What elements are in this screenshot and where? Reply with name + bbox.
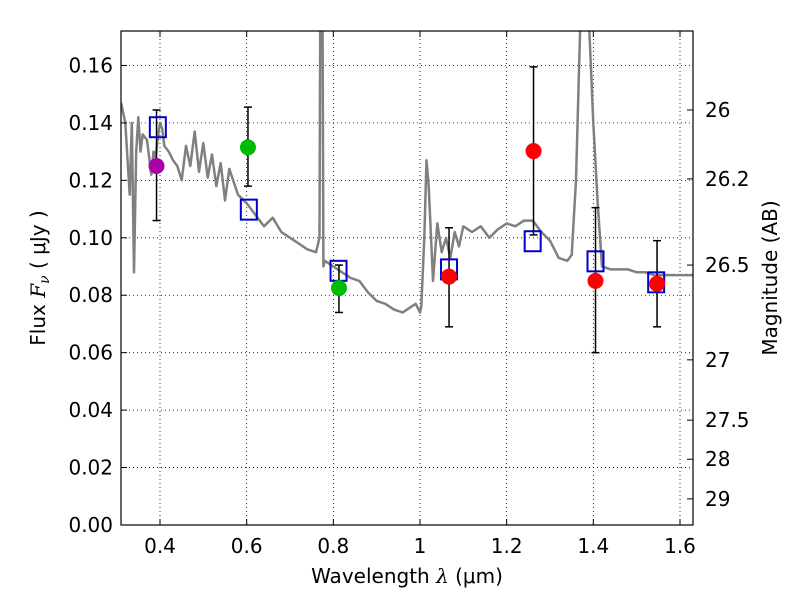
x-tick-label: 1.6 (664, 534, 696, 558)
y-tick-label: 0.00 (68, 513, 113, 537)
y-tick-label: 0.16 (68, 53, 113, 77)
model-square-marker (523, 230, 542, 253)
x-tick-label: 1 (414, 534, 427, 558)
y-tick-label: 0.12 (68, 168, 113, 192)
y2-tick-label: 28 (705, 447, 730, 471)
y2-tick-label: 27 (705, 348, 730, 372)
y2-tick-label: 27.5 (705, 408, 750, 432)
spectrum-line (121, 31, 693, 314)
x-tick-label: 0.6 (231, 534, 263, 558)
ticks: 0.4 0.6 0.8 1 1.2 1.4 1.6 0.00 0.02 0.04 0.06 0.08 0… (68, 31, 750, 558)
model-square-marker (148, 116, 167, 139)
grid (121, 31, 693, 525)
plot-area (121, 31, 693, 354)
x-axis-label: Wavelength λ (μm) (311, 564, 503, 588)
y-tick-label: 0.08 (68, 283, 113, 307)
y2-tick-label: 26.2 (705, 167, 750, 191)
y-tick-label: 0.10 (68, 226, 113, 250)
y2-tick-label: 26 (705, 98, 730, 122)
y-tick-label: 0.06 (68, 341, 113, 365)
observed-data-point (587, 272, 604, 289)
y2-axis-label: Magnitude (AB) (758, 200, 782, 355)
model-square-marker (586, 250, 605, 273)
y2-tick-label: 29 (705, 487, 730, 511)
observed-data-point (649, 275, 666, 292)
observed-data-point (441, 268, 458, 285)
model-square-marker (239, 198, 258, 221)
observed-data-point (239, 139, 256, 156)
x-tick-label: 1.2 (491, 534, 523, 558)
y2-tick-label: 26.5 (705, 253, 750, 277)
y-tick-label: 0.02 (68, 456, 113, 480)
axes-frame (120, 30, 694, 526)
y-axis-label: Flux Fν ( μJy ) (26, 210, 53, 345)
x-tick-label: 0.4 (144, 534, 176, 558)
y-tick-label: 0.04 (68, 398, 113, 422)
observed-data-point (148, 157, 165, 174)
x-tick-label: 0.8 (317, 534, 349, 558)
observed-data-point (330, 280, 347, 297)
x-tick-label: 1.4 (577, 534, 609, 558)
y-tick-label: 0.14 (68, 111, 113, 135)
observed-data-point (525, 143, 542, 160)
